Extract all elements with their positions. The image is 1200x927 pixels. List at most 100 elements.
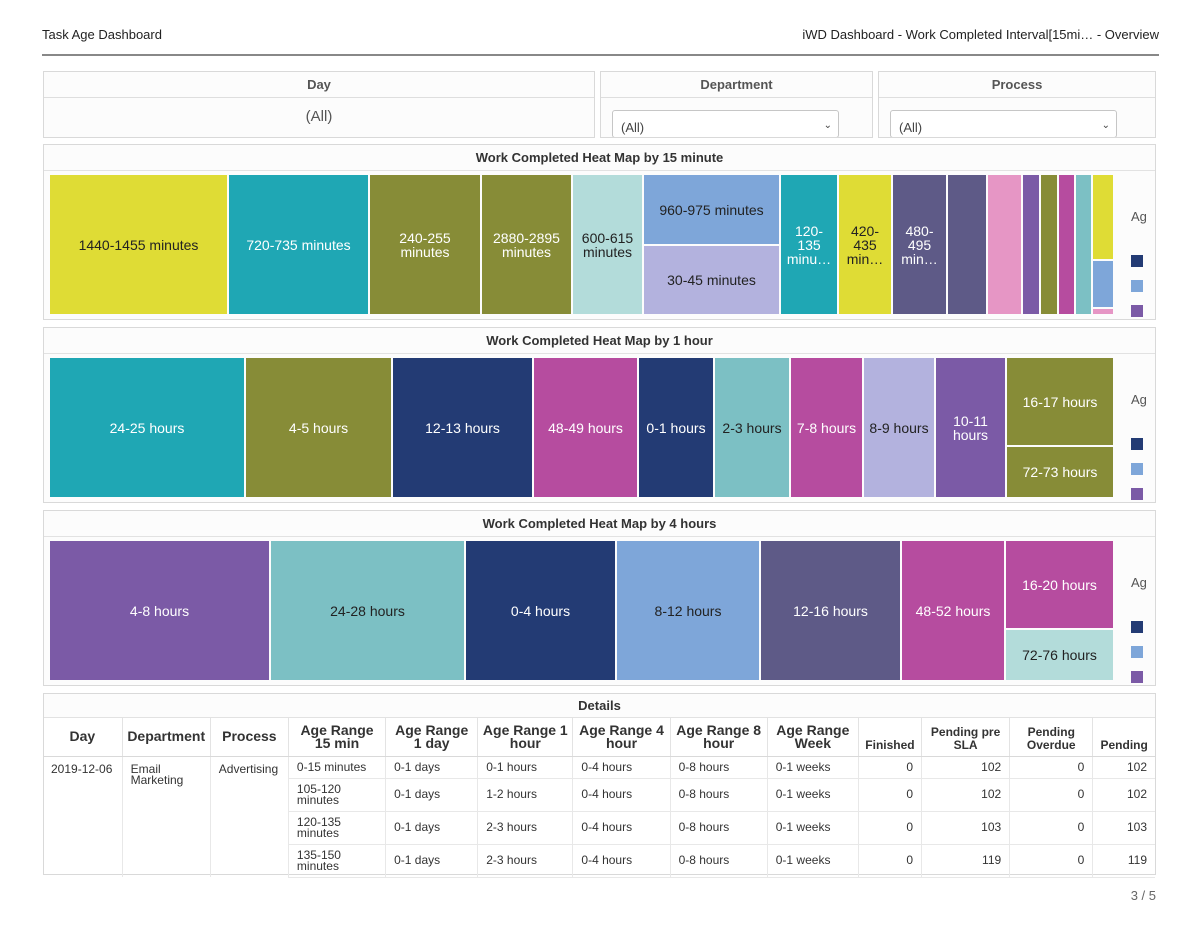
column-header[interactable]: Age Range 4 hour xyxy=(572,718,671,757)
details-table: Day Department Process Age Range 15 min … xyxy=(43,718,1155,878)
heatmap-tile[interactable]: 12-16 hours xyxy=(761,541,900,680)
heatmap-tile[interactable]: 4-8 hours xyxy=(50,541,269,680)
heatmap-tile[interactable]: 720-735 minutes xyxy=(229,175,368,314)
day-cell: 2019-12-06 xyxy=(43,756,123,877)
heatmap-tile[interactable] xyxy=(948,175,986,314)
heatmap-tile[interactable]: 48-52 hours xyxy=(902,541,1004,680)
table-cell: 0-1 weeks xyxy=(767,756,859,779)
table-cell: 0-8 hours xyxy=(670,844,768,878)
table-cell: 0-1 days xyxy=(385,756,479,779)
table-cell: 1-2 hours xyxy=(477,778,574,812)
legend-swatch xyxy=(1131,255,1143,267)
department-select-value: (All) xyxy=(621,120,645,135)
legend-swatch xyxy=(1131,488,1143,500)
column-header[interactable]: Process xyxy=(210,718,289,757)
process-select[interactable]: (All) ⌄ xyxy=(890,110,1117,137)
process-select-value: (All) xyxy=(899,120,923,135)
legend-swatch xyxy=(1131,438,1143,450)
page-header: Task Age Dashboard iWD Dashboard - Work … xyxy=(42,26,1159,56)
legend-swatch xyxy=(1131,621,1143,633)
department-filter-label: Department xyxy=(601,72,872,98)
heatmap-tile[interactable]: 24-28 hours xyxy=(271,541,464,680)
page-title: Task Age Dashboard xyxy=(42,27,162,42)
table-cell: 0-1 weeks xyxy=(767,778,859,812)
heatmap-tile[interactable] xyxy=(988,175,1021,314)
heatmap-tile[interactable] xyxy=(1093,261,1113,307)
table-cell: 0-4 hours xyxy=(572,811,671,845)
details-title: Details xyxy=(44,694,1155,718)
heatmap-tile[interactable]: 0-1 hours xyxy=(639,358,713,497)
heatmap-tile[interactable]: 2880-2895 minutes xyxy=(482,175,571,314)
heatmap-tile[interactable]: 240-255 minutes xyxy=(370,175,480,314)
heatmap-tile[interactable]: 7-8 hours xyxy=(791,358,862,497)
table-cell: 0 xyxy=(1009,756,1094,779)
department-select[interactable]: (All) ⌄ xyxy=(612,110,839,137)
heatmap-tile[interactable]: 16-17 hours xyxy=(1007,358,1113,445)
table-cell: 0-1 days xyxy=(385,844,479,878)
legend-swatch xyxy=(1131,671,1143,683)
column-header[interactable]: Pending Overdue xyxy=(1009,718,1094,757)
heatmap-tile[interactable]: 480-495 min… xyxy=(893,175,946,314)
table-cell: 0-1 days xyxy=(385,778,479,812)
table-cell: 0-1 hours xyxy=(477,756,574,779)
column-header[interactable]: Age Range Week xyxy=(767,718,859,757)
heatmap-tile[interactable]: 24-25 hours xyxy=(50,358,244,497)
heatmap-tile[interactable] xyxy=(1041,175,1057,314)
legend-swatch xyxy=(1131,280,1143,292)
heatmap-tile[interactable]: 4-5 hours xyxy=(246,358,391,497)
heatmap-tile[interactable]: 0-4 hours xyxy=(466,541,615,680)
heatmap-tile[interactable]: 600-615 minutes xyxy=(573,175,642,314)
heatmap-tile[interactable]: 48-49 hours xyxy=(534,358,637,497)
heatmap-tile[interactable]: 72-73 hours xyxy=(1007,447,1113,497)
table-cell: 119 xyxy=(1092,844,1155,878)
chevron-down-icon: ⌄ xyxy=(1101,120,1110,131)
department-cell: Email Marketing xyxy=(122,756,211,877)
table-cell: 135-150 minutes xyxy=(288,844,387,878)
table-cell: 102 xyxy=(1092,778,1155,812)
heatmap-tile[interactable] xyxy=(1059,175,1074,314)
column-header[interactable]: Pending xyxy=(1092,718,1155,757)
heatmap-tile[interactable] xyxy=(1076,175,1091,314)
column-header[interactable]: Finished xyxy=(858,718,923,757)
legend-title: Ag xyxy=(1131,209,1147,224)
table-cell: 0 xyxy=(858,844,923,878)
column-header[interactable]: Pending pre SLA xyxy=(921,718,1011,757)
column-header[interactable]: Age Range 1 hour xyxy=(477,718,574,757)
process-filter-label: Process xyxy=(879,72,1155,98)
table-row: 105-120 minutes 0-1 days 1-2 hours 0-4 h… xyxy=(43,778,1155,812)
heatmap-tile[interactable]: 30-45 minutes xyxy=(644,246,779,314)
page-number: 3 / 5 xyxy=(1130,888,1156,903)
table-cell: 0-8 hours xyxy=(670,811,768,845)
column-header[interactable]: Day xyxy=(43,718,123,757)
heatmap-1hour-title: Work Completed Heat Map by 1 hour xyxy=(44,328,1155,354)
table-row: 135-150 minutes 0-1 days 2-3 hours 0-4 h… xyxy=(43,844,1155,878)
heatmap-tile[interactable]: 8-12 hours xyxy=(617,541,759,680)
heatmap-tile[interactable]: 420-435 min… xyxy=(839,175,891,314)
heatmap-tile[interactable] xyxy=(1023,175,1039,314)
table-row: 2019-12-06 Email Marketing Advertising 0… xyxy=(43,756,1155,877)
table-cell: 0-15 minutes xyxy=(288,756,387,779)
column-header[interactable]: Age Range 1 day xyxy=(385,718,479,757)
column-header[interactable]: Age Range 8 hour xyxy=(670,718,768,757)
heatmap-tile[interactable]: 120-135 minu… xyxy=(781,175,837,314)
table-cell: 0-1 weeks xyxy=(767,811,859,845)
heatmap-tile[interactable] xyxy=(1093,309,1113,314)
table-cell: 0-4 hours xyxy=(572,756,671,779)
legend-swatch xyxy=(1131,305,1143,317)
heatmap-tile[interactable]: 16-20 hours xyxy=(1006,541,1113,628)
heatmap-tile[interactable]: 960-975 minutes xyxy=(644,175,779,244)
heatmap-tile[interactable]: 10-11 hours xyxy=(936,358,1005,497)
heatmap-tile[interactable]: 2-3 hours xyxy=(715,358,789,497)
chevron-down-icon: ⌄ xyxy=(823,120,832,131)
heatmap-tile[interactable]: 1440-1455 minutes xyxy=(50,175,227,314)
heatmap-tile[interactable] xyxy=(1093,175,1113,259)
column-header[interactable]: Age Range 15 min xyxy=(288,718,387,757)
heatmap-tile[interactable]: 8-9 hours xyxy=(864,358,934,497)
table-cell: 2-3 hours xyxy=(477,811,574,845)
heatmap-tile[interactable]: 12-13 hours xyxy=(393,358,532,497)
column-header[interactable]: Department xyxy=(122,718,211,757)
breadcrumb[interactable]: iWD Dashboard - Work Completed Interval[… xyxy=(802,27,1159,42)
heatmap-tile[interactable]: 72-76 hours xyxy=(1006,630,1113,680)
heatmap-4hours-title: Work Completed Heat Map by 4 hours xyxy=(44,511,1155,537)
day-filter-value[interactable]: (All) xyxy=(305,108,333,125)
